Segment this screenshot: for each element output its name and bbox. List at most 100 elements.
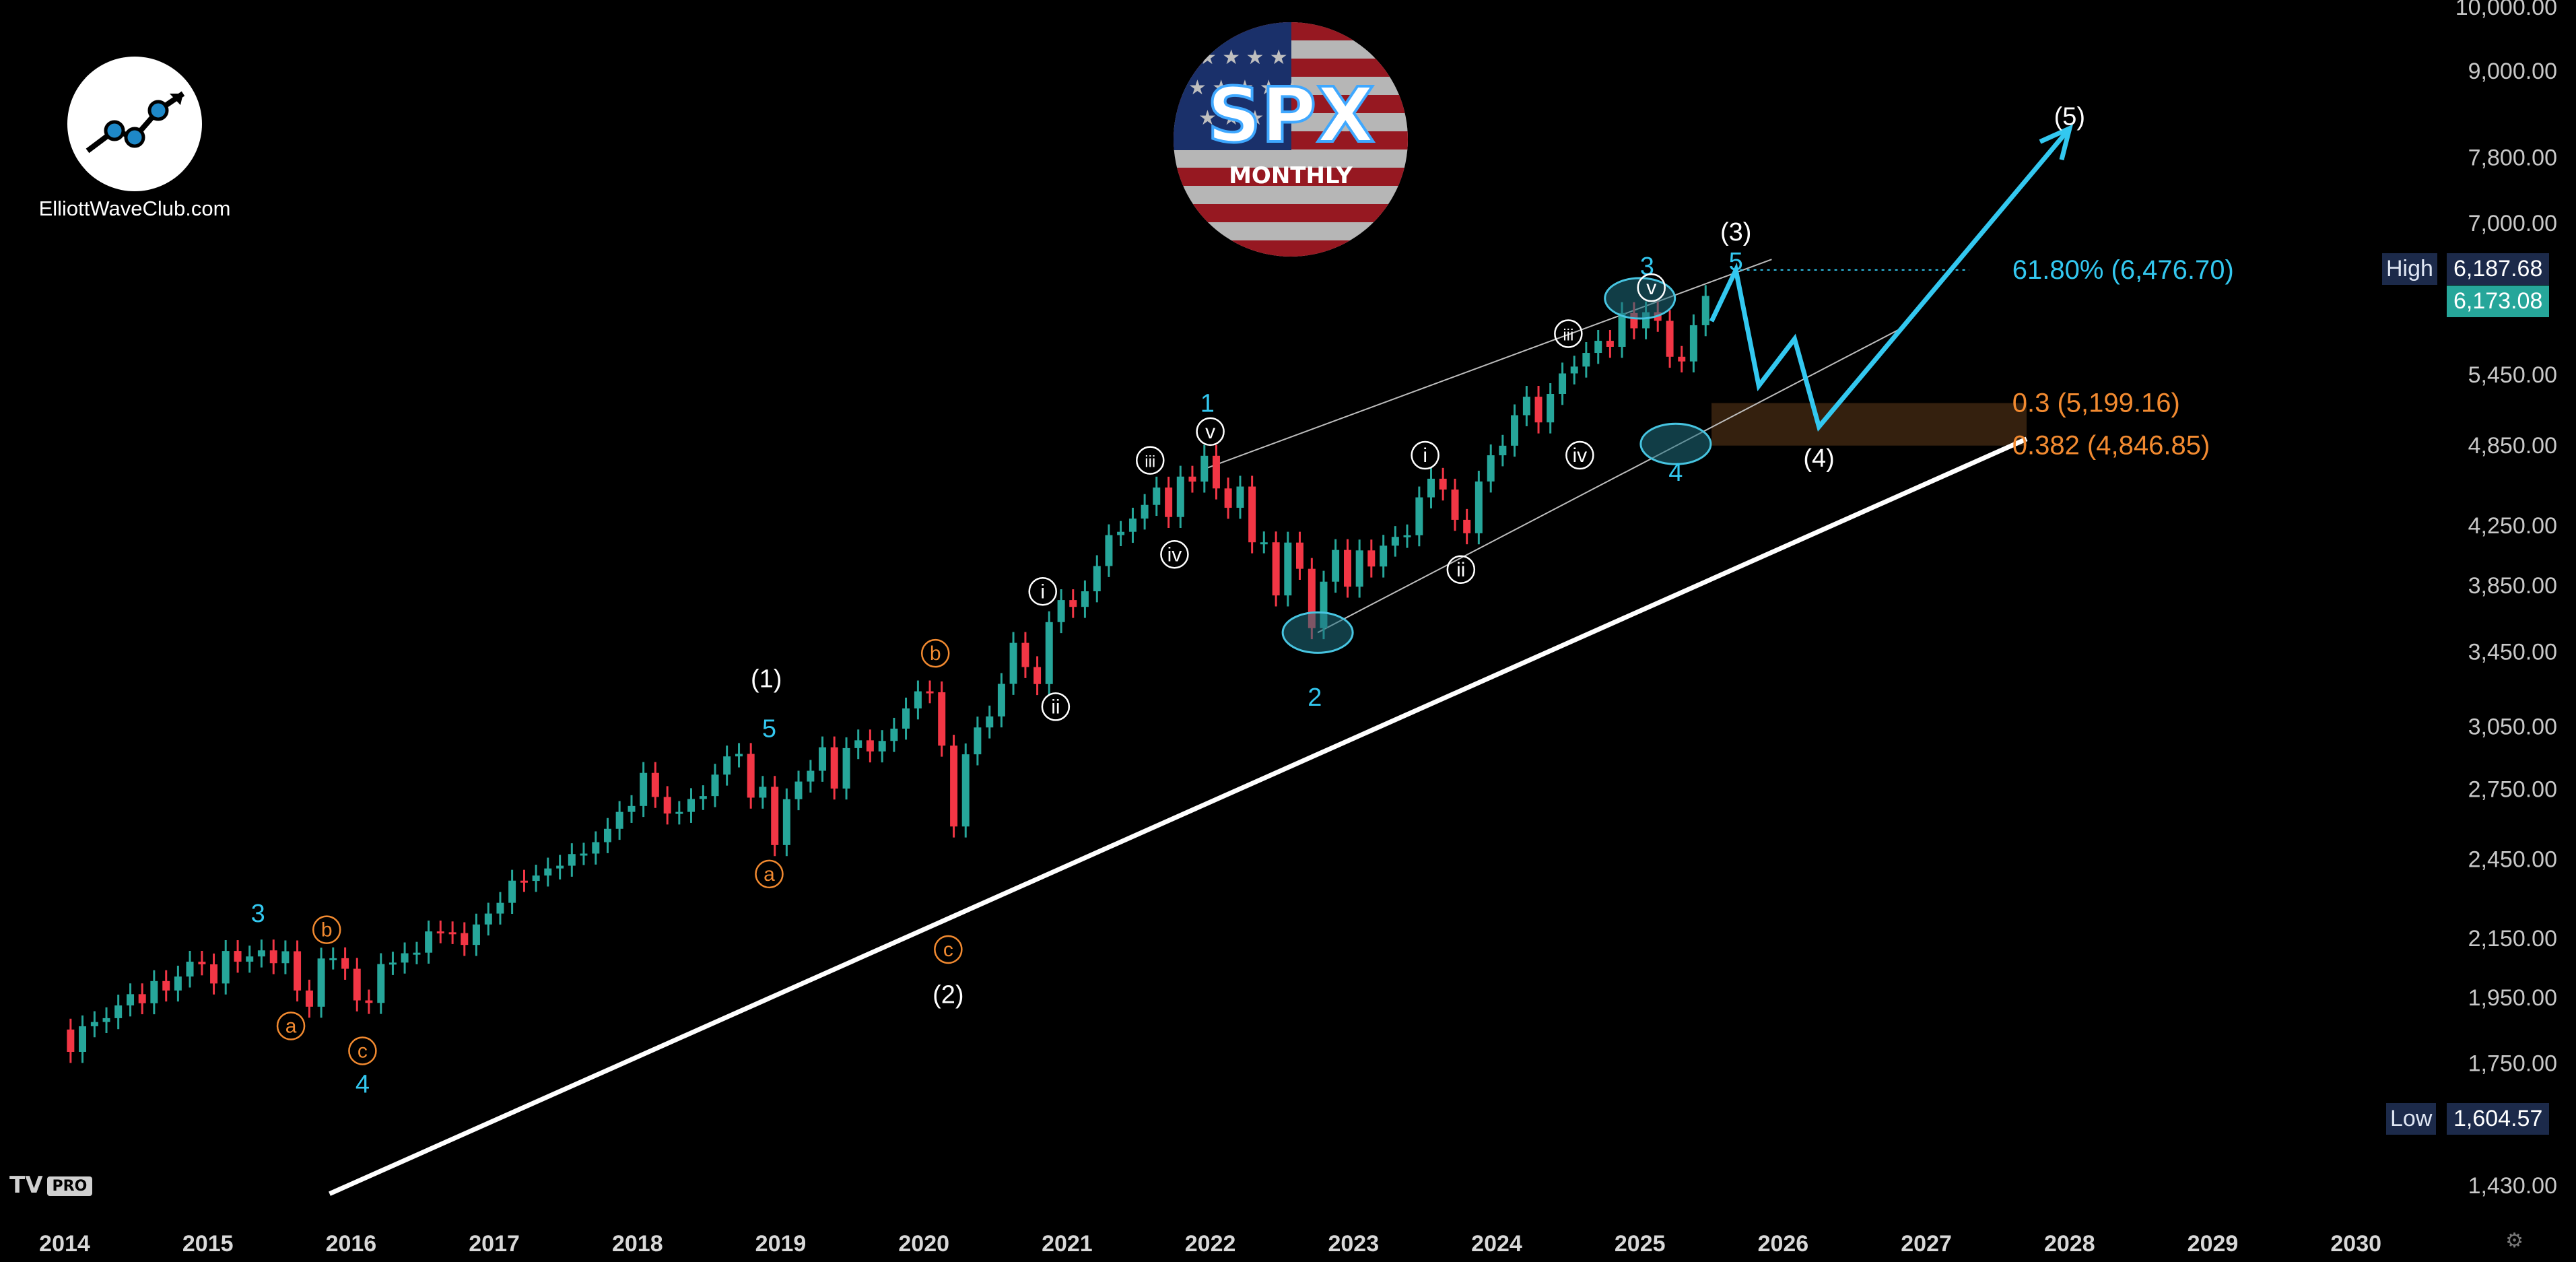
- wave-label: a: [764, 863, 775, 886]
- candle-body: [1093, 566, 1101, 592]
- wave-label-circle: [1041, 692, 1071, 721]
- wave-label-circle: [348, 1036, 377, 1065]
- high-tag: High: [2382, 253, 2437, 285]
- candle-body: [902, 708, 910, 729]
- wave-label-circle: [1028, 577, 1057, 606]
- candle-body: [102, 1018, 110, 1022]
- candle-body: [1475, 481, 1483, 533]
- candle-body: [866, 740, 874, 752]
- candle-body: [1391, 537, 1399, 546]
- candle-body: [1260, 542, 1268, 545]
- wave-label: ii: [1051, 696, 1060, 718]
- candle-body: [1105, 535, 1113, 566]
- candle-body: [496, 902, 504, 914]
- candle-body: [556, 865, 564, 869]
- x-tick-label: 2016: [326, 1231, 377, 1257]
- wave-label: (5): [2054, 102, 2085, 131]
- x-tick-label: 2029: [2188, 1231, 2239, 1257]
- candle-body: [1081, 591, 1089, 607]
- y-tick-label: 1,430.00: [2468, 1173, 2557, 1199]
- x-tick-label: 2021: [1042, 1231, 1093, 1257]
- candle-body: [1547, 393, 1555, 423]
- candle-body: [711, 774, 719, 797]
- wave-label: ii: [1456, 559, 1465, 581]
- y-tick-label: 3,050.00: [2468, 714, 2557, 739]
- candle-body: [1069, 600, 1077, 607]
- candle-body: [997, 684, 1005, 717]
- spx-logo: ★ ★ ★ ★ ★ ★ ★ ★ ★ ★ ★ ★ ★ SPX MONTHLY: [1174, 22, 1408, 257]
- candle-body: [651, 772, 659, 797]
- high-label: High: [2386, 256, 2433, 281]
- x-tick-label: 2023: [1328, 1231, 1379, 1257]
- candle-body: [269, 950, 277, 964]
- wave-label-circle: [755, 859, 784, 889]
- candle-body: [628, 805, 636, 812]
- y-tick-label: 1,750.00: [2468, 1051, 2557, 1076]
- candle-body: [294, 951, 302, 991]
- candle-body: [592, 842, 600, 854]
- projection-arrowhead: [2039, 124, 2073, 161]
- high-value-tag: 6,187.68: [2447, 253, 2550, 285]
- candle-body: [138, 994, 146, 1003]
- candle-body: [341, 958, 349, 969]
- candle-body: [986, 716, 994, 728]
- wave-label: iii: [1563, 326, 1573, 344]
- trendline: [1202, 259, 1772, 470]
- x-tick-label: 2028: [2044, 1231, 2095, 1257]
- wave-label: b: [321, 919, 333, 941]
- wave-label: a: [285, 1015, 297, 1037]
- settings-gear-icon[interactable]: ⚙: [2505, 1230, 2523, 1252]
- brand-logo: ElliottWaveClub.com: [27, 57, 242, 221]
- candle-body: [317, 958, 325, 1007]
- wave-label: 3: [251, 900, 265, 928]
- y-tick-label: 7,000.00: [2468, 211, 2557, 236]
- candle-body: [938, 692, 946, 746]
- candle-body: [771, 787, 779, 845]
- candle-body: [114, 1005, 123, 1018]
- candle-body: [568, 854, 576, 866]
- candle-body: [1380, 545, 1388, 567]
- x-tick-label: 2027: [1901, 1231, 1952, 1257]
- candle-body: [1463, 519, 1471, 533]
- wave-label: (3): [1720, 218, 1751, 246]
- wave-label: c: [943, 939, 953, 961]
- y-tick-label: 4,850.00: [2468, 433, 2557, 459]
- candle-body: [1403, 535, 1411, 537]
- candle-body: [1618, 312, 1626, 347]
- candle-body: [1689, 325, 1697, 362]
- wave-label: (1): [751, 665, 782, 694]
- candle-body: [472, 924, 480, 945]
- candle-body: [508, 880, 516, 903]
- wave-label: c: [358, 1040, 368, 1062]
- candle-body: [1594, 341, 1602, 354]
- candle-body: [735, 754, 743, 757]
- y-tick-label: 2,750.00: [2468, 777, 2557, 803]
- brand-site: ElliottWaveClub.com: [38, 197, 231, 220]
- candle-body: [1344, 550, 1352, 587]
- candle-body: [1045, 622, 1053, 684]
- candle-body: [961, 754, 970, 827]
- fib-label: 0.3 (5,199.16): [2012, 389, 2180, 418]
- candle-body: [1248, 486, 1256, 543]
- trendline: [1317, 325, 1905, 634]
- current-price-tag: 6,173.08: [2447, 286, 2550, 317]
- candle-body: [257, 950, 265, 957]
- x-tick-label: 2017: [469, 1231, 520, 1257]
- candle-body: [544, 868, 552, 876]
- y-tick-label: 1,950.00: [2468, 985, 2557, 1011]
- candle-body: [1678, 356, 1686, 362]
- x-tick-label: 2015: [182, 1231, 234, 1257]
- candle-body: [1499, 445, 1507, 456]
- candle-body: [782, 799, 790, 845]
- candle-body: [377, 964, 385, 1003]
- wave-label-circle: [276, 1011, 306, 1040]
- candle-body: [747, 754, 755, 798]
- logo-subtitle: MONTHLY: [1229, 162, 1353, 189]
- candle-body: [1308, 568, 1316, 628]
- y-tick-label: 5,450.00: [2468, 362, 2557, 388]
- candle-body: [1606, 341, 1614, 347]
- chart-line-icon: [67, 57, 202, 191]
- candle-body: [1559, 373, 1567, 394]
- candle-body: [79, 1026, 87, 1052]
- candle-body: [914, 691, 922, 708]
